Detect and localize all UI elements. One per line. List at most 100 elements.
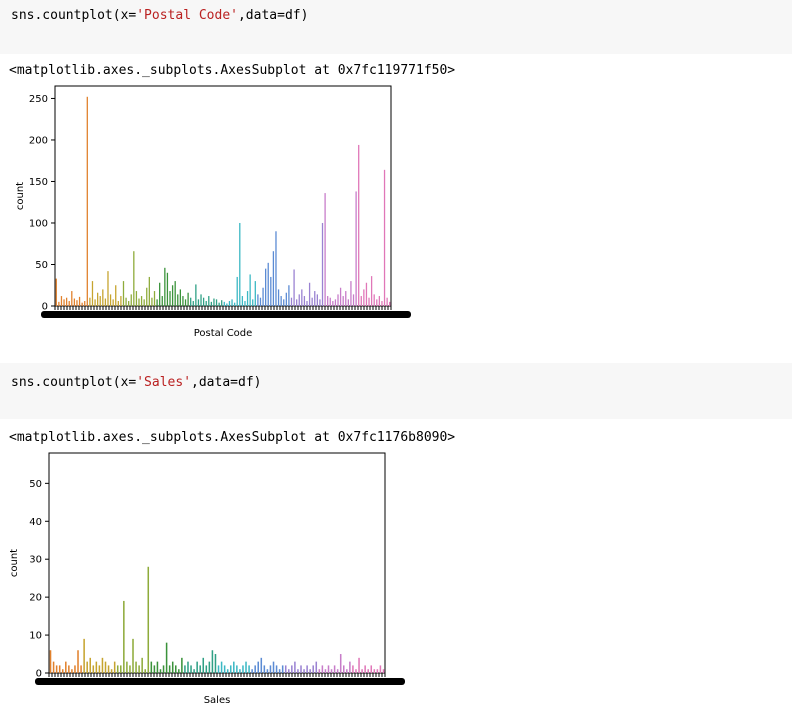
bar [196, 661, 198, 673]
bar [355, 191, 357, 306]
bar [164, 267, 166, 306]
bar [107, 665, 110, 673]
y-tick-label: 0 [36, 669, 42, 680]
bar [91, 281, 94, 306]
bar [381, 301, 383, 306]
bar [205, 665, 208, 673]
bar [265, 268, 267, 306]
bar [337, 294, 339, 306]
bar [285, 292, 287, 306]
bar [241, 296, 244, 306]
bar [358, 657, 360, 673]
bar [174, 281, 176, 306]
bar [257, 294, 259, 306]
bar [190, 665, 192, 673]
bar [181, 657, 183, 673]
bar [150, 661, 153, 673]
bar [102, 289, 104, 306]
bar [122, 281, 125, 306]
bar [210, 301, 213, 306]
bar [120, 665, 122, 673]
bar [218, 302, 220, 306]
bar [376, 669, 379, 673]
bar [251, 669, 253, 673]
y-tick-label: 150 [29, 177, 48, 188]
bar [147, 566, 150, 673]
bar [346, 669, 348, 673]
y-tick-label: 50 [35, 260, 48, 271]
bar [141, 657, 143, 673]
bar [319, 299, 321, 306]
bar [175, 665, 177, 673]
bar [159, 669, 162, 673]
bar [104, 661, 107, 673]
bar [156, 299, 158, 306]
bar [215, 299, 218, 306]
bar [144, 669, 146, 673]
bar [95, 661, 98, 673]
bar [314, 291, 316, 306]
bar [260, 657, 263, 673]
bar [300, 665, 302, 673]
output-text-1: <matplotlib.axes._subplots.AxesSubplot a… [9, 63, 456, 78]
bar [61, 669, 64, 673]
bar [236, 665, 238, 673]
bar [329, 297, 331, 306]
bar [58, 665, 61, 673]
bar [254, 665, 256, 673]
bar [92, 665, 95, 673]
bar [73, 298, 76, 306]
bar [339, 287, 342, 306]
y-tick-label: 50 [29, 479, 42, 490]
bar [231, 299, 233, 306]
code-line-2: sns.countplot(x='Sales',data=df) [11, 375, 262, 390]
bar [199, 665, 201, 673]
bar [324, 669, 327, 673]
bar [379, 665, 382, 673]
bar [49, 650, 52, 673]
bar [330, 669, 333, 673]
bar [159, 282, 161, 306]
bar [214, 654, 217, 673]
bar [272, 661, 275, 673]
code-cell-2[interactable]: sns.countplot(x='Sales',data=df) [0, 363, 792, 419]
code-cell-1[interactable]: sns.countplot(x='Postal Code',data=df) [0, 0, 792, 54]
y-tick-label: 20 [29, 593, 42, 604]
bar [301, 289, 303, 306]
bar [107, 271, 109, 306]
bar [153, 291, 156, 306]
bar [339, 654, 342, 673]
bar [259, 297, 262, 306]
bar [262, 287, 264, 306]
bar [293, 269, 295, 306]
bar [220, 661, 223, 673]
bar [284, 665, 287, 673]
bar [115, 285, 117, 306]
bar [60, 296, 63, 306]
bar [223, 301, 225, 306]
bar [52, 661, 55, 673]
bar [382, 669, 385, 673]
bar [168, 665, 171, 673]
bar [80, 665, 82, 673]
countplot-postal-code: 0 50 100 150 200 250 Postal Code count [15, 85, 411, 339]
bar [81, 302, 83, 306]
bar [315, 661, 318, 673]
bar [205, 301, 207, 306]
y-axis-label: count [15, 182, 26, 210]
bar [84, 301, 86, 306]
bar [360, 296, 362, 306]
bar [327, 665, 330, 673]
bar [113, 661, 116, 673]
bar [252, 299, 254, 306]
bar [297, 669, 299, 673]
bar [177, 294, 179, 306]
bar [138, 665, 140, 673]
bar [151, 297, 153, 306]
bar [349, 661, 351, 673]
bar [288, 669, 290, 673]
bar [249, 274, 251, 306]
bar [309, 669, 311, 673]
bar [303, 669, 305, 673]
bar [327, 296, 329, 306]
